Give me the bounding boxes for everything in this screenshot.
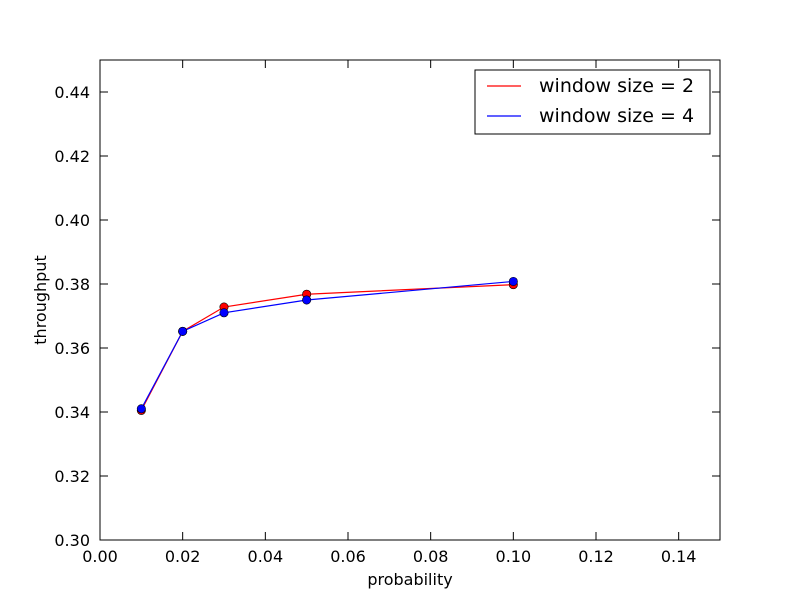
series-2	[136, 276, 518, 414]
data-point-series-2	[219, 308, 229, 318]
x-axis-label: probability	[367, 570, 452, 589]
x-tick-label: 0.04	[248, 547, 284, 566]
data-point-series-2	[136, 404, 146, 414]
legend-label-window-size-2: window size = 2	[539, 75, 694, 97]
data-point-series-2	[508, 276, 518, 286]
x-tick-label: 0.10	[496, 547, 532, 566]
x-tick-label: 0.06	[330, 547, 366, 566]
y-tick-label: 0.32	[54, 467, 90, 486]
y-axis-label: throughput	[31, 255, 50, 344]
x-tick-label: 0.14	[661, 547, 697, 566]
y-tick-label: 0.38	[54, 275, 90, 294]
legend-box	[474, 69, 711, 135]
data-point-series-2	[302, 295, 312, 305]
y-tick-label: 0.36	[54, 339, 90, 358]
plot-background	[100, 60, 720, 540]
x-tick-label: 0.12	[578, 547, 614, 566]
y-tick-label: 0.40	[54, 211, 90, 230]
data-point-series-2	[178, 326, 188, 336]
series-layer	[136, 276, 518, 415]
y-tick-label: 0.44	[54, 83, 90, 102]
x-tick-label: 0.08	[413, 547, 449, 566]
legend-label-window-size-4: window size = 4	[539, 105, 694, 127]
plot-area	[100, 60, 720, 540]
x-tick-label: 0.00	[82, 547, 118, 566]
x-tick-label: 0.02	[165, 547, 201, 566]
plot-frame	[99, 59, 721, 541]
y-tick-label: 0.34	[54, 403, 90, 422]
legend: window size = 2 window size = 4	[474, 69, 711, 135]
y-tick-label: 0.30	[54, 531, 90, 550]
y-tick-label: 0.42	[54, 147, 90, 166]
ticks-layer: 0.00 0.02 0.04 0.06 0.08 0.10 0.12 0.14 0.30 0.32…	[54, 60, 720, 566]
